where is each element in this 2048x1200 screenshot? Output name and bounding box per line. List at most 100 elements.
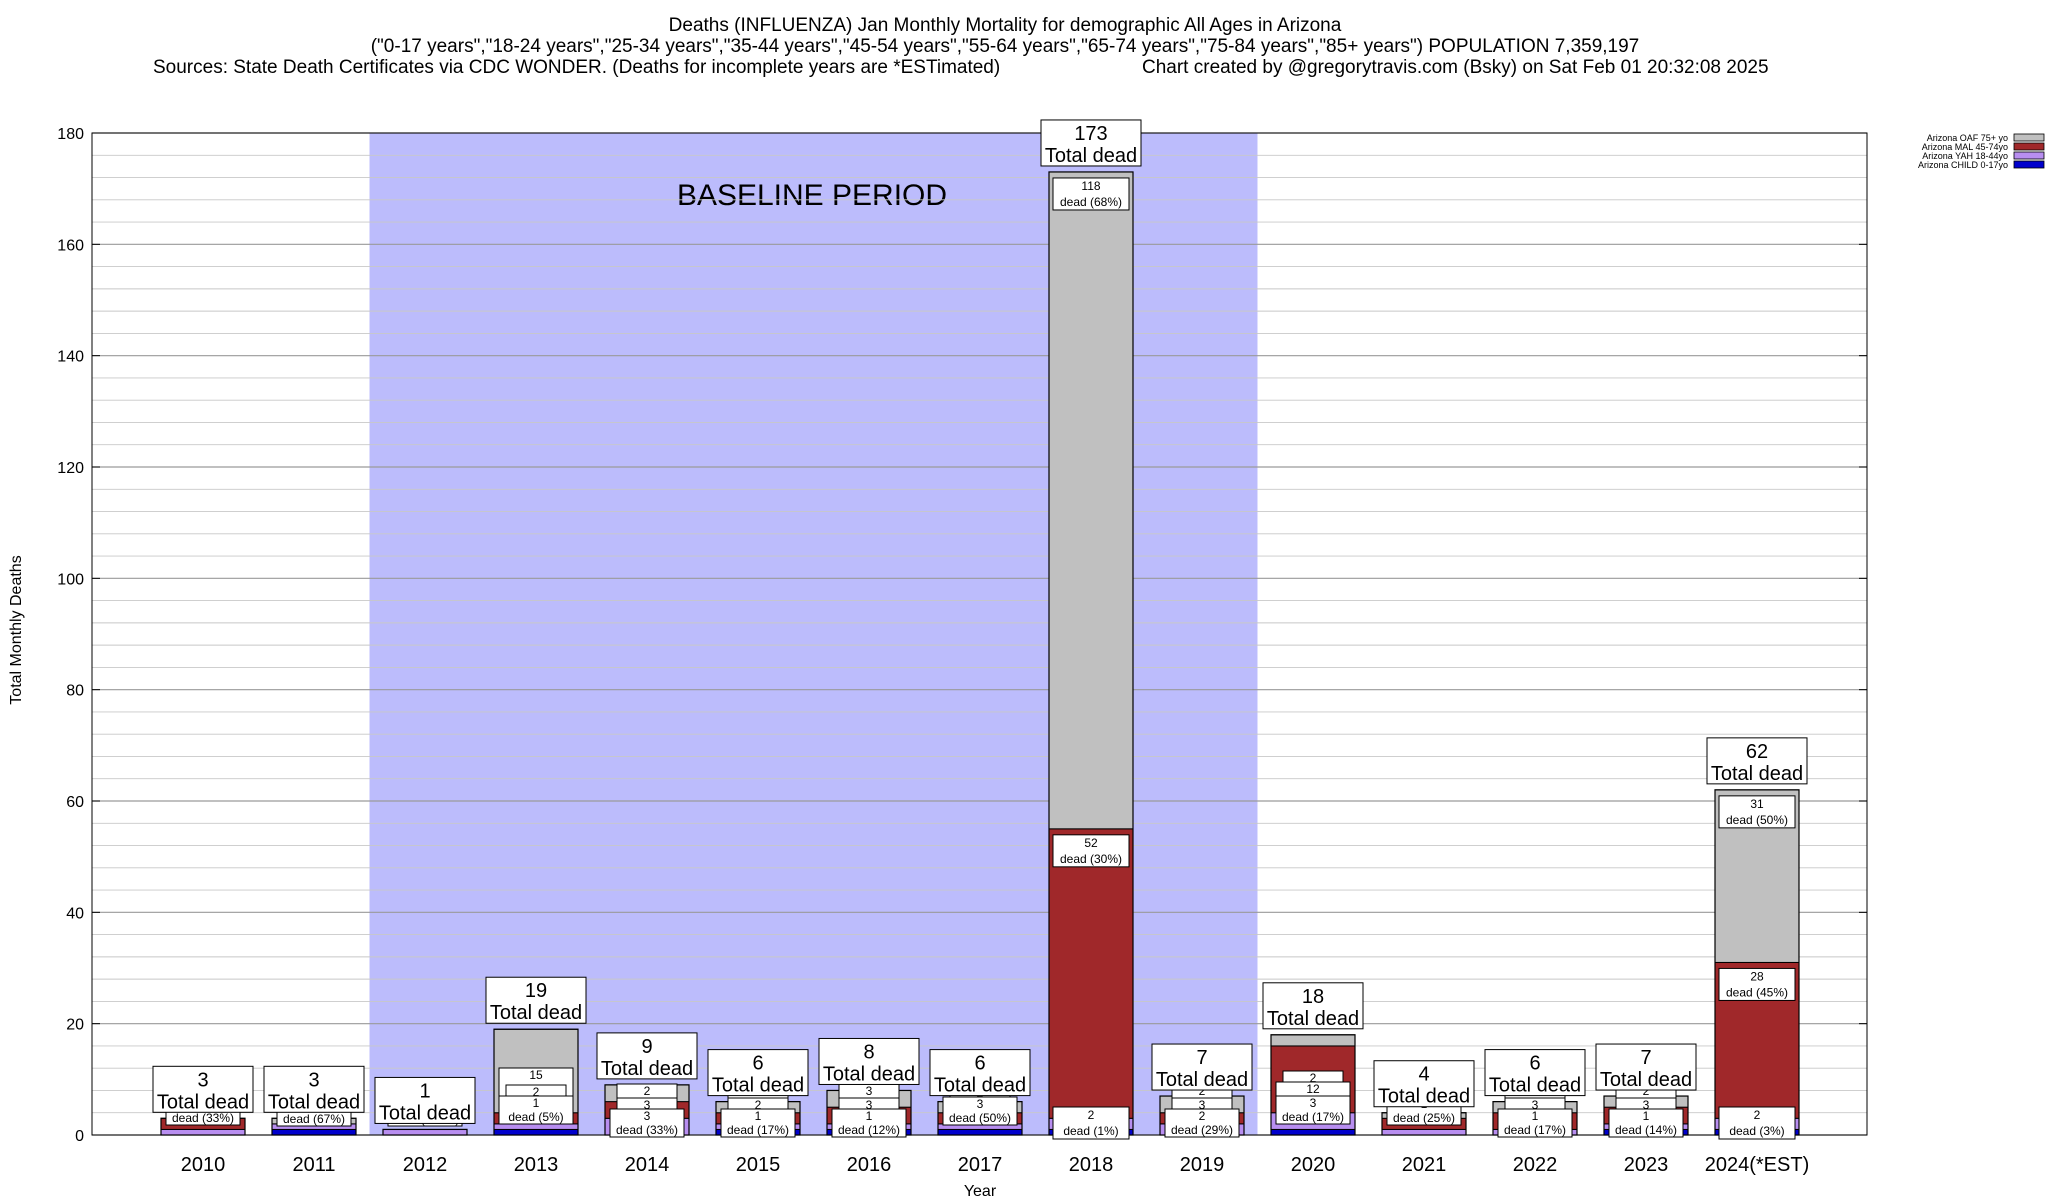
segment-label-box bbox=[1275, 1095, 1351, 1125]
bar-segment bbox=[1270, 1034, 1356, 1047]
bar-segment bbox=[937, 1128, 1023, 1136]
segment-label: 1 bbox=[755, 1109, 762, 1123]
segment-label-box bbox=[1718, 1106, 1796, 1140]
y-tick-label: 60 bbox=[66, 794, 84, 811]
total-label-value: 1 bbox=[419, 1080, 430, 1102]
segment-label: 15 bbox=[529, 1068, 543, 1082]
legend-swatch bbox=[2013, 160, 2045, 169]
segment-label: 3 bbox=[1532, 1098, 1539, 1112]
total-label-box bbox=[152, 1065, 254, 1113]
y-tick-label: 120 bbox=[57, 460, 84, 477]
total-label-value: 7 bbox=[1196, 1047, 1207, 1069]
total-label-box bbox=[485, 976, 587, 1024]
total-label-value: 8 bbox=[863, 1041, 874, 1063]
total-label-text: Total dead bbox=[157, 1091, 249, 1113]
total-label-box bbox=[818, 1037, 920, 1085]
total-label-box bbox=[596, 1032, 698, 1080]
total-label-value: 62 bbox=[1746, 741, 1768, 763]
segment-label-box bbox=[1164, 1108, 1240, 1138]
y-axis-label: Total Monthly Deaths bbox=[8, 555, 25, 704]
segment-label: dead (5%) bbox=[508, 1110, 563, 1124]
segment-label: 2 bbox=[533, 1085, 540, 1099]
total-label-value: 7 bbox=[1640, 1047, 1651, 1069]
total-label-value: 6 bbox=[1529, 1053, 1540, 1075]
segment-label: 28 bbox=[1750, 969, 1764, 983]
segment-label: 2 bbox=[1643, 1084, 1650, 1098]
segment-label: dead (67%) bbox=[283, 1112, 345, 1126]
y-tick-label: 160 bbox=[57, 237, 84, 254]
x-tick-label: 2014 bbox=[625, 1154, 670, 1176]
x-tick-label: 2010 bbox=[181, 1154, 226, 1176]
segment-label: dead (17%) bbox=[1282, 1110, 1344, 1124]
segment-label-box bbox=[1718, 795, 1796, 829]
baseline-period-label: BASELINE PERIOD bbox=[677, 179, 947, 212]
segment-label: 2 bbox=[1088, 1108, 1095, 1122]
bar-segment bbox=[382, 1128, 468, 1136]
y-tick-label: 180 bbox=[57, 126, 84, 143]
bar-segment bbox=[1048, 171, 1134, 830]
total-label-box bbox=[1484, 1049, 1586, 1097]
x-tick-label: 2013 bbox=[514, 1154, 559, 1176]
segment-label: 3 bbox=[1199, 1098, 1206, 1112]
total-label-box bbox=[929, 1049, 1031, 1097]
total-label-box bbox=[374, 1076, 476, 1124]
total-label-text: Total dead bbox=[601, 1058, 693, 1080]
segment-label-box bbox=[609, 1108, 685, 1138]
total-label-text: Total dead bbox=[268, 1091, 360, 1113]
total-label-text: Total dead bbox=[1267, 1008, 1359, 1030]
bar-segment bbox=[493, 1123, 579, 1130]
y-tick-label: 40 bbox=[66, 905, 84, 922]
x-tick-label: 2012 bbox=[403, 1154, 448, 1176]
segment-label: dead (50%) bbox=[949, 1111, 1011, 1125]
total-label-value: 19 bbox=[525, 980, 547, 1002]
bar-outline bbox=[1270, 1034, 1356, 1136]
bar-segment bbox=[160, 1128, 246, 1136]
segment-label: 3 bbox=[1310, 1096, 1317, 1110]
total-label-value: 173 bbox=[1074, 123, 1107, 145]
total-label-value: 3 bbox=[197, 1069, 208, 1091]
y-tick-label: 80 bbox=[66, 683, 84, 700]
chart-subtitle: ("0-17 years","18-24 years","25-34 years… bbox=[371, 36, 1640, 57]
segment-label: dead (12%) bbox=[838, 1123, 900, 1137]
total-label-text: Total dead bbox=[712, 1075, 804, 1097]
chart-sources: Sources: State Death Certificates via CD… bbox=[153, 57, 1000, 78]
total-label-value: 18 bbox=[1302, 986, 1324, 1008]
bar-segment bbox=[1381, 1128, 1467, 1136]
segment-label: 2 bbox=[1199, 1109, 1206, 1123]
bar-segment bbox=[493, 1128, 579, 1136]
legend-swatch bbox=[2013, 151, 2045, 160]
segment-label: 2 bbox=[644, 1084, 651, 1098]
segment-label-box bbox=[831, 1108, 907, 1138]
total-label-box bbox=[1040, 119, 1142, 167]
segment-label-box bbox=[1052, 834, 1130, 868]
total-label-text: Total dead bbox=[1489, 1075, 1581, 1097]
plot-area: BASELINE PERIOD 0 20 40 60 80 100 120 140 160 180 2… bbox=[57, 119, 2045, 1176]
y-tick-label: 100 bbox=[57, 571, 84, 588]
segment-label: 12 bbox=[1306, 1082, 1320, 1096]
legend-swatch bbox=[2013, 142, 2045, 151]
chart-title: Deaths (INFLUENZA) Jan Monthly Mortality… bbox=[669, 15, 1342, 36]
y-tick-label: 140 bbox=[57, 349, 84, 366]
segment-label: 3 bbox=[1643, 1098, 1650, 1112]
total-label-text: Total dead bbox=[1045, 145, 1137, 167]
bar-segment bbox=[1270, 1128, 1356, 1136]
segment-label: 1 bbox=[866, 1109, 873, 1123]
x-tick-label: 2015 bbox=[736, 1154, 781, 1176]
segment-label-box bbox=[1052, 177, 1130, 211]
legend-label: Arizona OAF 75+ yo bbox=[1927, 133, 2008, 143]
segment-label: 1 bbox=[1643, 1109, 1650, 1123]
segment-label: 3 bbox=[866, 1098, 873, 1112]
total-label-text: Total dead bbox=[379, 1102, 471, 1124]
total-label-text: Total dead bbox=[1156, 1069, 1248, 1091]
segment-label: dead (14%) bbox=[1615, 1123, 1677, 1137]
x-tick-label: 2017 bbox=[958, 1154, 1003, 1176]
total-label-text: Total dead bbox=[490, 1002, 582, 1024]
segment-label: 2 bbox=[1310, 1071, 1317, 1085]
x-tick-label: 2022 bbox=[1513, 1154, 1558, 1176]
segment-label: dead (17%) bbox=[727, 1123, 789, 1137]
x-tick-label: 2024(*EST) bbox=[1705, 1154, 1810, 1176]
total-label-value: 6 bbox=[974, 1053, 985, 1075]
chart-header: Deaths (INFLUENZA) Jan Monthly Mortality… bbox=[153, 15, 1769, 78]
total-label-box bbox=[1595, 1043, 1697, 1091]
segment-label: dead (33%) bbox=[616, 1123, 678, 1137]
